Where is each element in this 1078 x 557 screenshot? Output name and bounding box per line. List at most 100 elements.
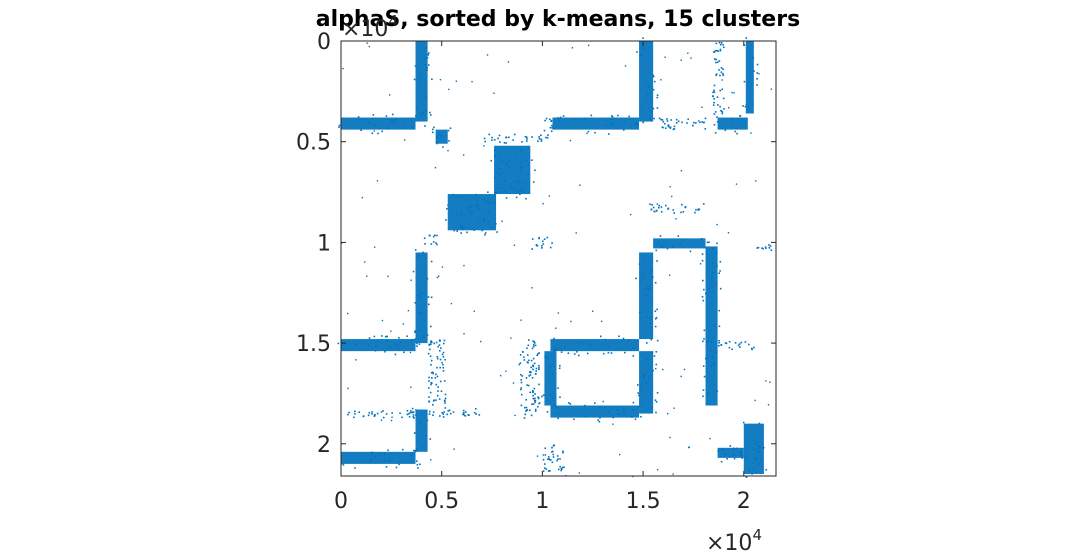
data-point	[752, 448, 755, 451]
data-point	[719, 89, 722, 92]
data-point	[653, 80, 656, 83]
data-point	[486, 200, 489, 202]
data-point	[761, 247, 763, 249]
data-point	[455, 213, 458, 216]
data-point	[532, 394, 534, 397]
data-point	[624, 65, 627, 67]
dense-block-10	[639, 252, 654, 340]
data-point	[558, 119, 561, 121]
data-point	[551, 446, 553, 449]
data-point	[632, 401, 635, 404]
data-point	[381, 130, 384, 133]
data-point	[708, 241, 710, 244]
data-point	[443, 339, 446, 342]
data-point	[622, 407, 625, 410]
data-point	[459, 213, 462, 215]
data-point	[723, 108, 725, 110]
data-point	[439, 358, 442, 361]
dense-block-4	[639, 41, 654, 122]
data-point	[493, 202, 496, 204]
data-point	[357, 116, 360, 118]
data-point	[757, 463, 760, 466]
data-point	[557, 468, 560, 471]
data-point	[488, 133, 490, 136]
data-point	[532, 357, 535, 360]
data-point	[749, 87, 751, 90]
data-point	[701, 295, 704, 298]
data-point	[527, 359, 530, 362]
data-point	[649, 119, 652, 121]
data-point	[444, 397, 447, 400]
data-point	[419, 81, 421, 84]
data-point	[441, 353, 444, 356]
data-point	[637, 384, 639, 386]
data-point	[624, 351, 626, 354]
data-point	[418, 343, 421, 345]
data-point	[518, 180, 521, 182]
x-tick-label: 1.5	[626, 489, 661, 514]
data-point	[682, 211, 685, 213]
data-point	[669, 436, 671, 439]
data-point	[505, 136, 507, 139]
data-point	[399, 341, 402, 344]
data-point	[521, 161, 523, 164]
data-point	[758, 445, 761, 448]
data-point	[551, 124, 553, 127]
data-point	[422, 335, 425, 337]
data-point	[706, 241, 709, 244]
data-point	[719, 287, 722, 290]
data-point	[712, 262, 714, 265]
data-point	[701, 253, 704, 255]
data-point	[631, 408, 634, 411]
data-point	[525, 409, 528, 412]
data-point	[467, 206, 469, 209]
data-point	[666, 118, 668, 120]
data-point	[443, 380, 446, 382]
data-point	[623, 120, 626, 123]
data-point	[695, 209, 697, 211]
data-point	[586, 352, 589, 355]
data-point	[718, 325, 721, 328]
data-point	[499, 374, 502, 377]
data-point	[584, 404, 586, 407]
data-point	[740, 341, 743, 344]
data-point	[371, 413, 373, 415]
data-point	[639, 384, 642, 387]
data-point	[538, 137, 541, 140]
data-point	[533, 362, 536, 365]
data-point	[707, 391, 710, 394]
data-point	[653, 355, 656, 357]
data-point	[497, 137, 499, 140]
data-point	[544, 467, 546, 469]
data-point	[675, 218, 677, 220]
data-point	[553, 404, 556, 407]
data-point	[424, 125, 426, 127]
data-point	[520, 388, 522, 391]
data-point	[656, 107, 659, 109]
data-point	[427, 54, 430, 56]
data-point	[638, 263, 641, 265]
data-point	[435, 242, 437, 244]
dense-block-7	[415, 252, 428, 344]
data-point	[743, 44, 746, 46]
data-point	[441, 411, 444, 414]
data-point	[560, 469, 562, 472]
data-point	[383, 460, 386, 462]
chart-title: alphaS, sorted by k-means, 15 clusters	[316, 7, 800, 32]
data-point	[499, 141, 501, 143]
data-point	[538, 383, 540, 386]
data-point	[668, 125, 670, 128]
data-point	[417, 257, 420, 260]
data-point	[414, 338, 417, 340]
data-point	[432, 235, 435, 238]
data-point	[644, 78, 646, 81]
data-point	[403, 127, 405, 129]
data-point	[666, 120, 669, 122]
data-point	[726, 457, 728, 460]
data-point	[701, 121, 703, 123]
data-point	[542, 394, 545, 397]
data-point	[541, 245, 543, 247]
data-point	[361, 196, 364, 199]
dense-block-13	[705, 246, 718, 406]
data-point	[648, 110, 651, 112]
